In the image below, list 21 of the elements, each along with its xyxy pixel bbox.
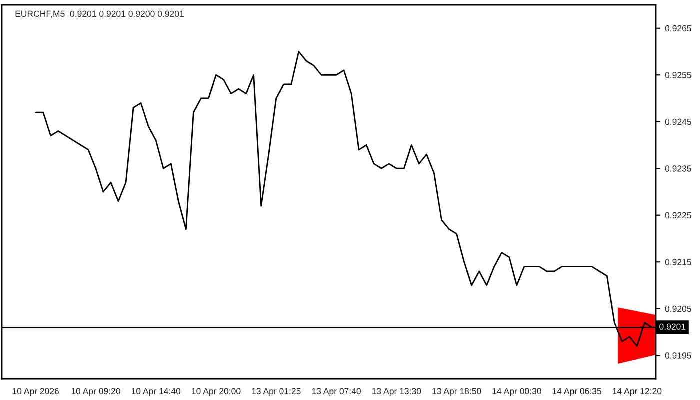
- y-tick-label: 0.9245: [665, 118, 692, 126]
- x-tick-label: 10 Apr 14:40: [132, 388, 181, 396]
- y-tick-label: 0.9205: [665, 306, 692, 312]
- y-tick-label: 0.9225: [665, 212, 692, 219]
- x-tick-label: 13 Apr 07:40: [312, 388, 361, 396]
- x-tick-label: 13 Apr 18:50: [432, 388, 482, 396]
- x-tick-label: 14 Apr 06:35: [552, 388, 602, 396]
- y-tick-label: 0.9265: [665, 25, 692, 32]
- y-tick-label: 0.9255: [665, 72, 692, 78]
- ref-line-label: 0.9201: [660, 324, 686, 330]
- x-tick-label: 10 Apr 20:00: [192, 388, 241, 396]
- x-tick-label: 10 Apr 09:20: [72, 388, 120, 396]
- x-tick-label: 14 Apr 12:20: [613, 388, 662, 396]
- x-tick-label: 14 Apr 00:30: [492, 388, 542, 396]
- y-tick-label: 0.9215: [665, 259, 692, 266]
- x-tick-label: 13 Apr 13:30: [372, 388, 422, 396]
- text: EURCHF,M5 0.9201 0.9201 0.9200 0.9201: [16, 10, 184, 18]
- y-tick-label: 0.9235: [665, 166, 692, 172]
- y-tick-label: 0.9195: [665, 352, 692, 359]
- x-tick-label: 13 Apr 01:25: [252, 388, 301, 396]
- x-tick-label: 10 Apr 2026: [12, 388, 60, 396]
